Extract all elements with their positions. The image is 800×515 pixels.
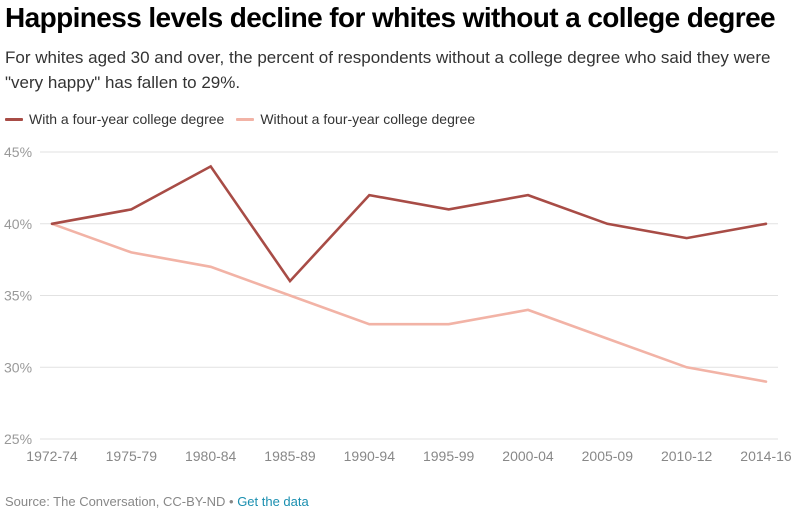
source-text: Source: The Conversation, CC-BY-ND [5,494,226,509]
x-tick-label: 2005-09 [582,448,634,464]
series-line-without-degree [50,222,768,383]
x-tick-label: 1980-84 [185,448,237,464]
x-tick-label: 2014-16 [740,448,792,464]
footer-separator: • [229,494,234,509]
legend-item-with-degree: With a four-year college degree [5,111,224,127]
y-tick-label: 30% [4,359,32,375]
x-tick-label: 1995-99 [423,448,475,464]
x-tick-label: 1975-79 [106,448,158,464]
x-tick-label: 1972-74 [26,448,78,464]
footer: Source: The Conversation, CC-BY-ND • Get… [5,494,309,509]
legend-label-with-degree: With a four-year college degree [29,111,225,127]
chart-title: Happiness levels decline for whites with… [5,2,776,33]
legend-swatch-with-degree [5,117,23,121]
get-the-data-link[interactable]: Get the data [237,494,309,509]
y-tick-label: 35% [4,288,32,304]
x-tick-label: 1990-94 [344,448,396,464]
x-tick-label: 2000-04 [502,448,554,464]
y-tick-label: 25% [4,431,32,447]
y-tick-label: 45% [4,144,32,160]
legend: With a four-year college degree Without … [5,111,487,127]
legend-swatch-without-degree [236,117,255,121]
x-tick-label: 2010-12 [661,448,713,464]
legend-item-without-degree: Without a four-year college degree [236,111,475,127]
line-chart: 25% 30% 35% 40% 45% 1972-74 1975-79 1980-84 1985… [4,144,792,464]
x-tick-label: 1985-89 [264,448,316,464]
series-line-with-degree [50,164,768,284]
y-tick-label: 40% [4,216,32,232]
legend-label-without-degree: Without a four-year college degree [260,111,476,127]
chart-subtitle: For whites aged 30 and over, the percent… [5,48,771,92]
